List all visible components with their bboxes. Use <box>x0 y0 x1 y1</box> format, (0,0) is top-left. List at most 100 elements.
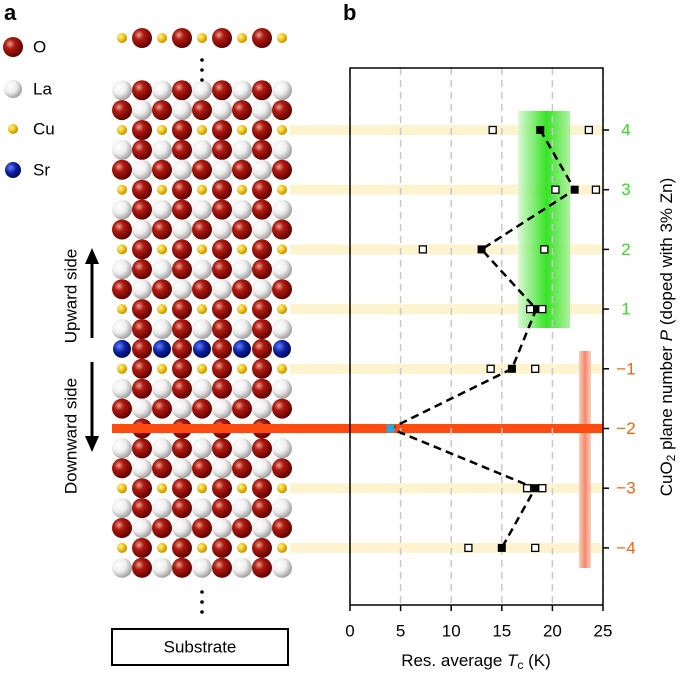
atom <box>157 184 167 195</box>
atom <box>117 244 127 255</box>
plane-marker-line <box>112 424 603 433</box>
crystal-structure <box>112 28 292 614</box>
atom <box>272 438 292 459</box>
legend: O La Cu Sr <box>3 37 55 179</box>
atom <box>132 478 152 499</box>
atom <box>212 120 232 140</box>
atom <box>172 498 192 519</box>
sample-marker <box>540 245 549 254</box>
atom <box>197 184 207 195</box>
atom <box>152 100 172 121</box>
atom <box>272 378 292 399</box>
atom <box>252 378 272 399</box>
atom <box>212 139 232 160</box>
atom <box>132 498 152 519</box>
atom <box>112 398 132 419</box>
plot: 0 5 10 15 20 25 4 3 2 1 −1 −2 −3 −4 <box>112 67 636 640</box>
legend-marker <box>8 124 18 134</box>
arrow-head <box>85 436 99 452</box>
atom <box>172 378 192 399</box>
y-tick-label: 1 <box>621 300 630 319</box>
atom <box>212 498 232 519</box>
ellipsis-dot <box>200 58 204 62</box>
average-marker <box>386 424 395 433</box>
atom <box>152 319 172 339</box>
atom <box>197 542 207 553</box>
atom <box>172 100 192 121</box>
average-marker <box>497 543 506 552</box>
atom <box>112 498 132 519</box>
atom <box>192 279 212 300</box>
atom <box>192 458 212 479</box>
atom <box>132 358 152 379</box>
atom <box>277 363 287 374</box>
side-arrows <box>85 248 99 452</box>
atom <box>237 184 247 195</box>
average-marker <box>536 126 545 134</box>
atom <box>277 483 287 494</box>
atom <box>272 100 292 121</box>
atom <box>117 184 127 195</box>
sample-marker <box>464 543 473 553</box>
legend-marker <box>4 80 22 98</box>
atom <box>152 219 172 240</box>
atom <box>172 179 192 200</box>
atom <box>112 557 132 578</box>
y-tick-label: −4 <box>616 538 635 557</box>
atom <box>172 159 192 180</box>
atom <box>157 244 167 255</box>
atom <box>197 304 207 315</box>
x-tick-label: 25 <box>594 621 613 640</box>
atom <box>192 139 212 160</box>
sample-marker <box>538 484 547 493</box>
atom <box>197 483 207 494</box>
average-marker <box>532 305 541 314</box>
atom <box>152 518 172 538</box>
ellipsis-dot <box>200 590 204 594</box>
atom <box>272 259 292 280</box>
arrow-head <box>85 248 99 264</box>
sample-marker <box>488 125 497 135</box>
atom <box>252 557 272 578</box>
atom <box>272 199 292 220</box>
atom <box>237 483 247 494</box>
atom <box>192 259 212 280</box>
atom <box>252 139 272 160</box>
atom <box>197 33 207 43</box>
atom <box>172 219 192 240</box>
legend-marker <box>3 37 23 57</box>
atom <box>277 125 287 135</box>
atom <box>232 80 252 101</box>
atom <box>132 120 152 140</box>
atom <box>212 100 232 121</box>
atom <box>172 80 192 101</box>
atom <box>152 498 172 519</box>
x-axis-label-part: (K) <box>523 651 550 670</box>
atom <box>237 542 247 553</box>
atom <box>232 518 252 538</box>
atom <box>112 319 132 339</box>
atom <box>252 28 272 48</box>
atom <box>172 279 192 300</box>
plane-stripe <box>290 363 603 374</box>
atom <box>192 398 212 419</box>
atom <box>192 100 212 121</box>
atom <box>212 179 232 200</box>
atom <box>252 478 272 499</box>
atom <box>112 259 132 280</box>
atom <box>252 358 272 379</box>
y-axis-label-part: plane number <box>657 341 676 454</box>
atom <box>152 139 172 160</box>
plot-frame <box>349 67 604 606</box>
atom <box>252 319 272 339</box>
atom <box>172 338 192 359</box>
atom <box>232 498 252 519</box>
y-tick-label: 2 <box>621 240 630 259</box>
atom <box>172 259 192 280</box>
atom <box>252 438 272 459</box>
atom <box>252 299 272 320</box>
atom <box>157 304 167 315</box>
side-label: Downward side <box>61 378 80 494</box>
atom <box>192 378 212 399</box>
average-marker <box>531 484 540 493</box>
